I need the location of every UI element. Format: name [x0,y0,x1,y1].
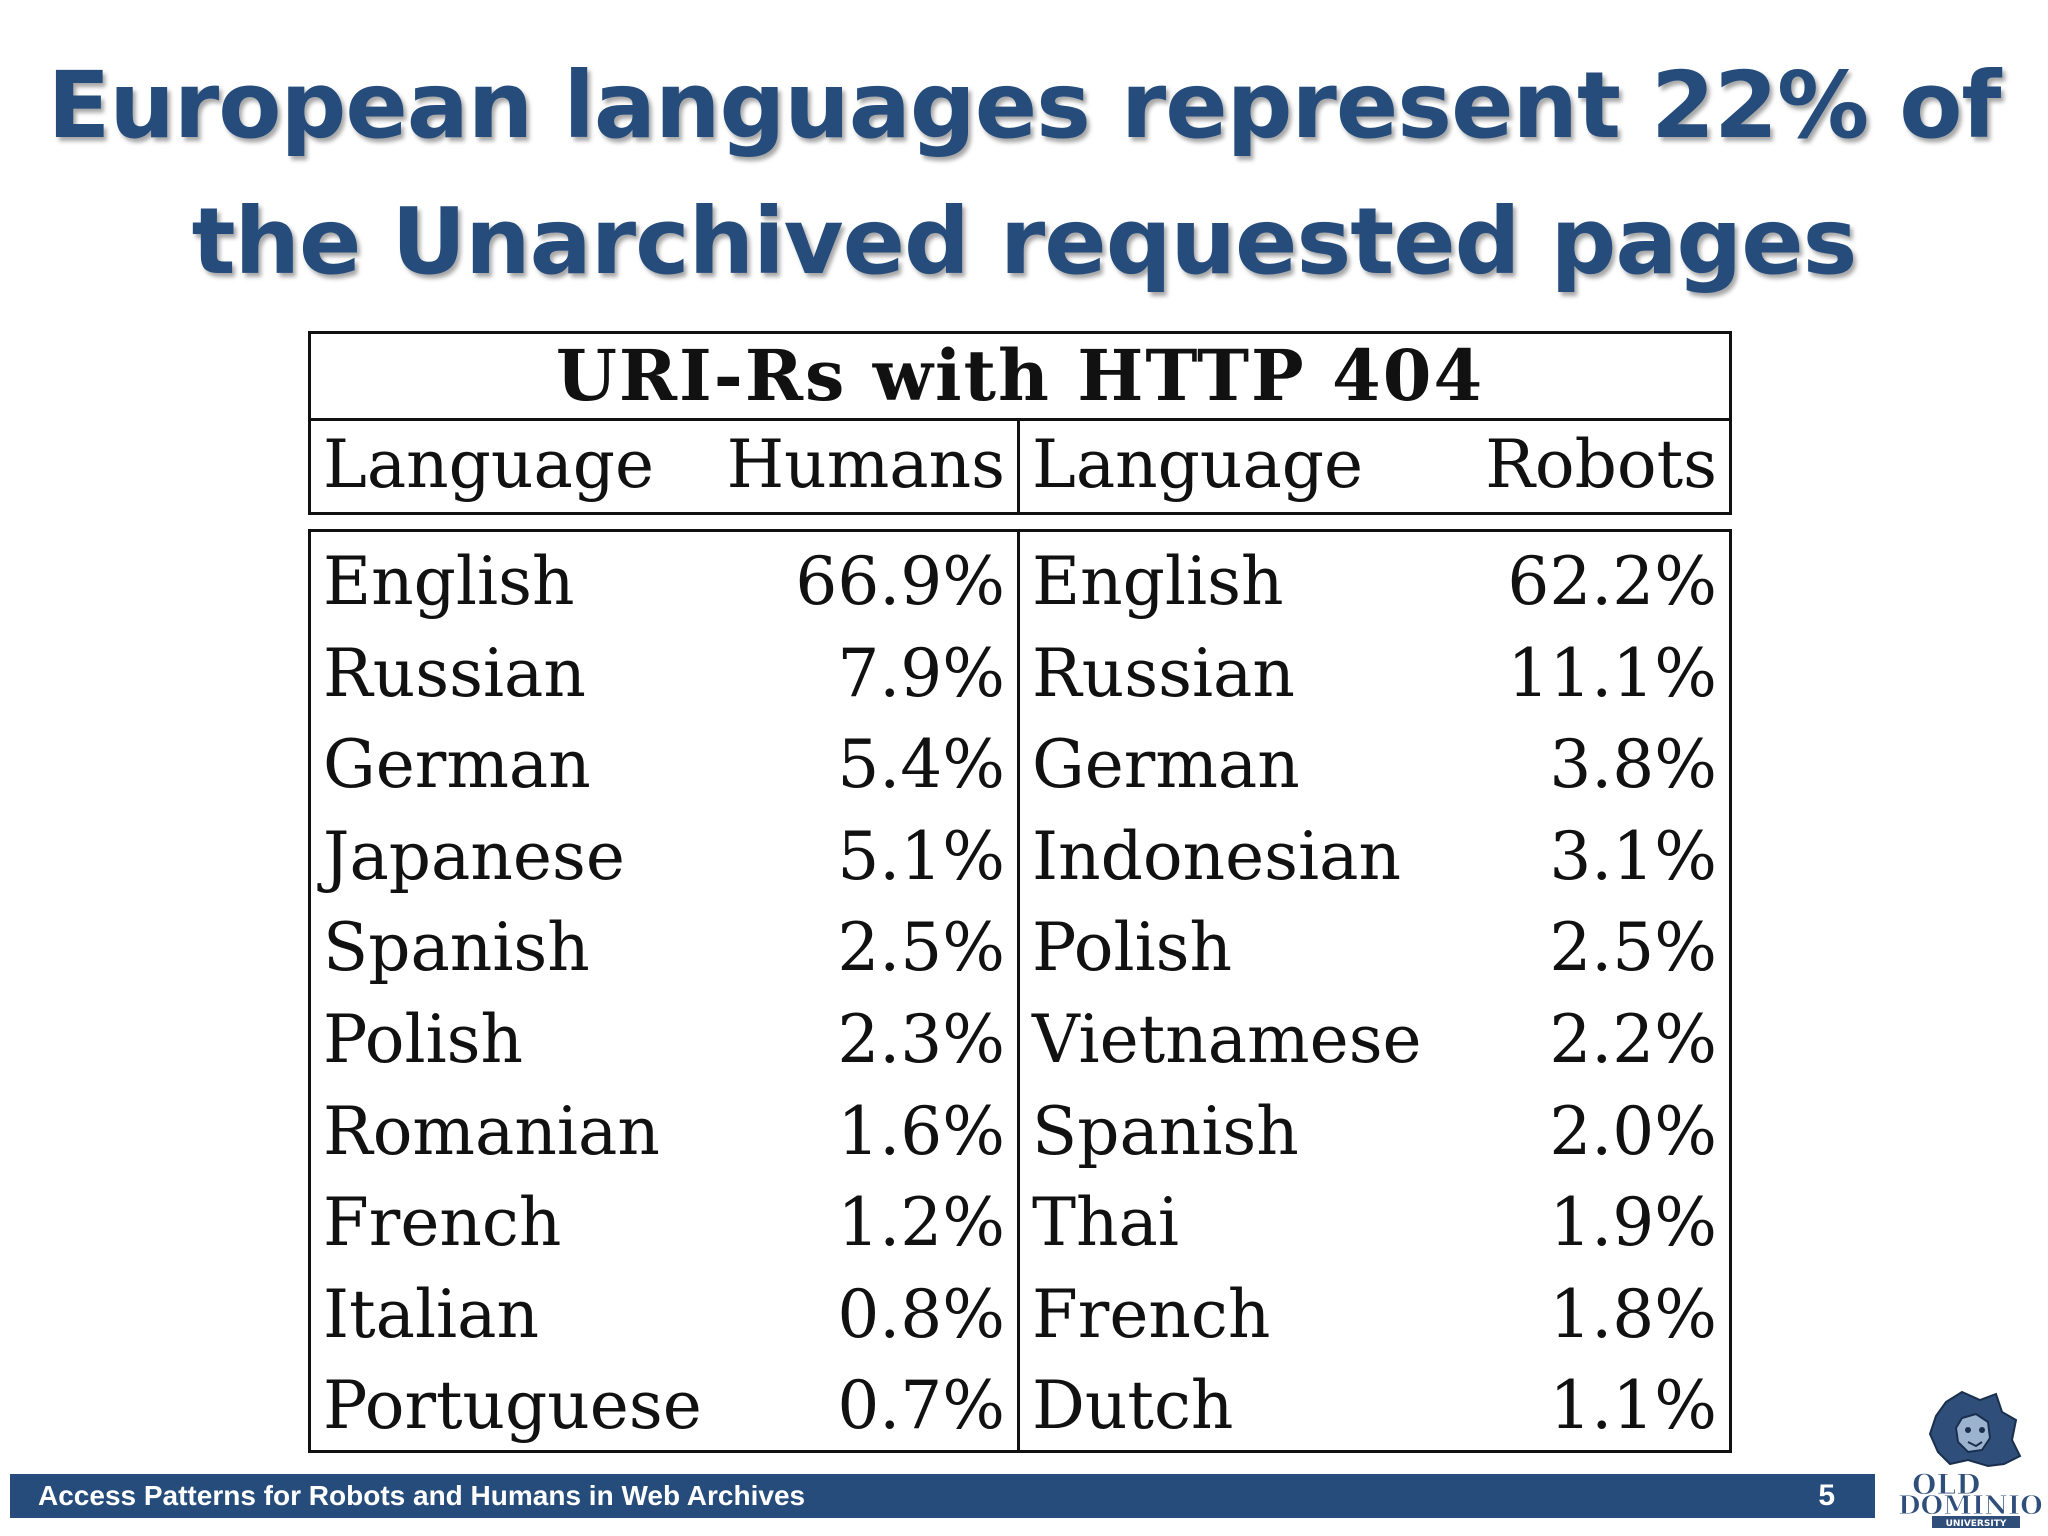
humans-percent-cell: 2.3% [837,1000,1005,1078]
robots-column: English 62.2% Russian 11.1% German 3.8% Indone… [1020,532,1729,1450]
table-header: Language Humans Language Robots [308,421,1732,515]
robots-language-cell: Thai [1032,1184,1179,1262]
robots-percent-cell: 1.1% [1549,1367,1717,1445]
humans-percent-cell: 1.6% [837,1092,1005,1170]
humans-language-header: Language [323,426,655,503]
robots-language-cell: Russian [1032,634,1295,712]
robots-row: Dutch 1.1% [1032,1360,1717,1452]
robots-row: Polish 2.5% [1032,902,1717,994]
robots-percent-cell: 11.1% [1507,634,1717,712]
robots-row: Russian 11.1% [1032,628,1717,720]
footer-bar: Access Patterns for Robots and Humans in… [10,1474,1875,1518]
robots-language-header: Language [1032,426,1364,503]
humans-header: Language Humans [311,421,1020,512]
robots-language-cell: Spanish [1032,1092,1299,1170]
humans-row: Japanese 5.1% [323,811,1005,903]
humans-row: French 1.2% [323,1177,1005,1269]
robots-language-cell: English [1032,543,1284,620]
humans-language-cell: French [323,1184,562,1262]
humans-language-cell: Italian [323,1275,540,1353]
robots-language-cell: Polish [1032,909,1233,987]
robots-row: Thai 1.9% [1032,1177,1717,1269]
humans-row: Portuguese 0.7% [323,1360,1005,1452]
humans-language-cell: English [323,543,575,620]
university-logo: OLD DOMINION UNIVERSITY [1884,1390,2048,1530]
robots-row: Indonesian 3.1% [1032,811,1717,903]
robots-percent-cell: 2.0% [1549,1092,1717,1170]
humans-language-cell: Japanese [323,817,625,895]
humans-percent-cell: 7.9% [837,634,1005,712]
svg-text:DOMINION: DOMINION [1898,1491,2044,1521]
robots-percent-cell: 1.8% [1549,1275,1717,1353]
robots-language-cell: French [1032,1275,1271,1353]
robots-row: Spanish 2.0% [1032,1086,1717,1178]
humans-language-cell: Russian [323,634,586,712]
robots-value-header: Robots [1485,426,1717,503]
robots-language-cell: German [1032,726,1300,804]
humans-row: Spanish 2.5% [323,902,1005,994]
robots-language-cell: Vietnamese [1032,1000,1422,1078]
humans-column: English 66.9% Russian 7.9% German 5.4% Japanes… [311,532,1020,1450]
robots-percent-cell: 3.1% [1549,817,1717,895]
svg-text:OLD: OLD [1912,1468,1980,1501]
robots-percent-cell: 62.2% [1507,543,1717,620]
robots-row: English 62.2% [1032,536,1717,628]
humans-language-cell: Polish [323,1000,524,1078]
humans-row: Polish 2.3% [323,994,1005,1086]
humans-row: Romanian 1.6% [323,1086,1005,1178]
humans-row: English 66.9% [323,536,1005,628]
humans-language-cell: Portuguese [323,1367,702,1445]
language-table: URI-Rs with HTTP 404 Language Humans Lan… [308,331,1732,1453]
humans-percent-cell: 66.9% [795,543,1005,620]
robots-percent-cell: 2.2% [1549,1000,1717,1078]
humans-percent-cell: 0.7% [837,1367,1005,1445]
humans-percent-cell: 5.1% [837,817,1005,895]
slide-title-line-1: European languages represent 22% of [47,52,2002,159]
robots-row: Vietnamese 2.2% [1032,994,1717,1086]
humans-row: Russian 7.9% [323,628,1005,720]
humans-language-cell: Spanish [323,909,590,987]
svg-text:UNIVERSITY: UNIVERSITY [1946,1519,2007,1529]
robots-language-cell: Indonesian [1032,817,1401,895]
humans-row: Italian 0.8% [323,1269,1005,1361]
slide-title-line-2: the Unarchived requested pages [191,188,1858,295]
humans-value-header: Humans [726,426,1005,503]
humans-language-cell: Romanian [323,1092,660,1170]
humans-percent-cell: 2.5% [837,909,1005,987]
robots-header: Language Robots [1020,421,1729,512]
lion-logo-icon: OLD DOMINION UNIVERSITY [1898,1390,2048,1529]
robots-percent-cell: 3.8% [1549,726,1717,804]
humans-percent-cell: 1.2% [837,1184,1005,1262]
humans-percent-cell: 5.4% [837,726,1005,804]
page-number: 5 [1818,1479,1835,1512]
robots-row: French 1.8% [1032,1269,1717,1361]
humans-language-cell: German [323,726,591,804]
humans-row: German 5.4% [323,719,1005,811]
table-body: English 66.9% Russian 7.9% German 5.4% Japanes… [308,529,1732,1453]
humans-percent-cell: 0.8% [837,1275,1005,1353]
slide-title: European languages represent 22% of the … [0,38,2048,310]
robots-row: German 3.8% [1032,719,1717,811]
robots-language-cell: Dutch [1032,1367,1234,1445]
robots-percent-cell: 1.9% [1549,1184,1717,1262]
robots-percent-cell: 2.5% [1549,909,1717,987]
footer-title: Access Patterns for Robots and Humans in… [38,1480,806,1511]
table-caption: URI-Rs with HTTP 404 [308,331,1732,421]
